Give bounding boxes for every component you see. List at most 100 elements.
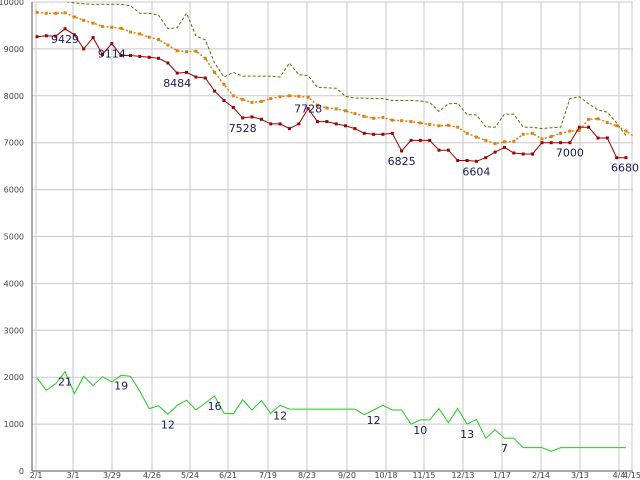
point-avg_short [531, 131, 534, 135]
point-main [269, 122, 273, 126]
y-tick-label: 7000 [4, 139, 24, 148]
point-avg_short [129, 30, 132, 34]
y-tick-label: 5000 [4, 233, 24, 242]
data-label: 9429 [51, 33, 79, 46]
point-main [559, 141, 563, 145]
x-tick-label: 1/17 [493, 471, 511, 480]
series-main [35, 27, 628, 163]
point-avg_short [409, 120, 413, 124]
point-avg_short [100, 24, 104, 28]
point-avg_short [344, 109, 347, 113]
point-main [568, 141, 572, 145]
point-avg_short [596, 117, 600, 121]
point-avg_short [278, 95, 282, 99]
point-avg_short [624, 129, 628, 133]
point-avg_short [446, 123, 450, 127]
series-avg_short [35, 10, 633, 146]
y-tick-label: 6000 [4, 186, 24, 195]
point-main [231, 106, 235, 109]
y-axis-ticks: 0 1000 2000 3000 4000 5000 6000 7000 8000 9000 100… [0, 0, 24, 476]
point-avg_short [316, 103, 319, 107]
x-tick-label: 11/15 [412, 471, 435, 480]
x-tick-label: 7/19 [259, 471, 277, 480]
point-main [175, 71, 179, 75]
point-main [138, 54, 142, 58]
data-label: 7728 [294, 103, 322, 116]
point-main [297, 122, 301, 126]
point-main [287, 127, 291, 131]
x-tick-label: 3/13 [571, 471, 589, 480]
point-avg_short [194, 49, 198, 53]
data-label: 7528 [229, 122, 257, 135]
point-avg_short [465, 131, 469, 135]
point-main [334, 122, 338, 126]
series-line-main [36, 28, 626, 162]
point-avg_short [35, 10, 39, 14]
point-avg_short [297, 94, 301, 98]
point-avg_short [474, 135, 478, 139]
point-main [474, 159, 478, 163]
point-avg_short [549, 135, 553, 139]
point-main [91, 36, 95, 40]
point-main [484, 156, 488, 160]
point-main [362, 131, 366, 135]
x-tick-label: 6/21 [219, 471, 237, 480]
point-avg_short [437, 124, 441, 128]
point-main [493, 150, 497, 154]
point-avg_short [110, 25, 114, 29]
point-main [465, 159, 469, 162]
series-avg_long [64, 2, 627, 136]
x-tick-label: 8/23 [298, 471, 316, 480]
point-avg_short [287, 94, 291, 98]
point-main [147, 55, 151, 59]
x-tick-label: 2/1 [30, 471, 43, 480]
point-avg_short [456, 125, 460, 129]
point-main [185, 70, 189, 74]
point-avg_short [503, 140, 506, 144]
point-main [549, 141, 553, 145]
point-main [157, 56, 160, 60]
data-label: 6680 [611, 162, 639, 175]
data-label: 7000 [556, 147, 584, 160]
point-avg_short [213, 70, 217, 74]
y-tick-label: 3000 [4, 326, 24, 335]
point-main [241, 116, 245, 120]
point-avg_short [175, 49, 179, 53]
data-label: 19 [114, 379, 128, 392]
x-tick-label: 10/18 [374, 471, 397, 480]
point-avg_short [138, 32, 142, 36]
data-label: 7 [501, 442, 508, 455]
point-avg_short [568, 129, 572, 133]
y-tick-label: 10000 [0, 0, 24, 7]
point-avg_short [577, 129, 581, 132]
point-main [250, 115, 254, 119]
point-avg_short [493, 142, 497, 146]
point-avg_short [587, 117, 591, 121]
x-tick-label: 12/13 [451, 471, 474, 480]
point-avg_short [72, 15, 76, 19]
point-main [428, 138, 432, 142]
data-label: 16 [208, 400, 222, 413]
point-avg_short [334, 107, 338, 111]
data-label: 12 [161, 418, 175, 431]
point-main [100, 53, 104, 56]
series-volume [36, 370, 626, 452]
point-avg_short [91, 21, 95, 25]
point-avg_short [484, 138, 488, 142]
point-main [278, 122, 282, 126]
x-tick-label: 2/14 [532, 471, 550, 480]
x-axis-ticks: 2/1 3/1 3/29 4/26 5/24 6/21 7/19 8/23 9/20 10/18 1… [30, 471, 640, 480]
point-main [129, 54, 132, 57]
point-avg_short [44, 11, 48, 15]
point-avg_short [119, 26, 123, 30]
point-avg_short [54, 11, 58, 15]
point-main [213, 89, 217, 93]
point-main [44, 34, 48, 38]
point-avg_short [241, 98, 245, 102]
point-main [437, 148, 441, 152]
point-main [624, 156, 628, 160]
point-main [203, 76, 207, 80]
point-main [166, 61, 170, 65]
point-avg_short [418, 121, 422, 125]
